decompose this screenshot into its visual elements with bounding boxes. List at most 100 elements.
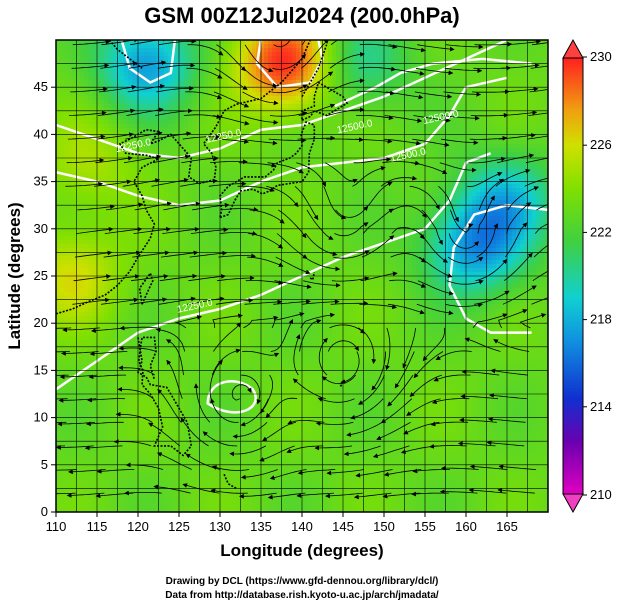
heat-cell (192, 104, 196, 108)
heat-cell (380, 120, 384, 124)
heat-cell (476, 128, 480, 132)
heat-cell (332, 200, 336, 204)
heat-cell (68, 180, 72, 184)
heat-cell (408, 40, 412, 44)
heat-cell (308, 140, 312, 144)
heat-cell (172, 160, 176, 164)
heat-cell (356, 148, 360, 152)
heat-cell (452, 48, 456, 52)
heat-cell (156, 140, 160, 144)
heat-cell (296, 56, 300, 60)
heat-cell (92, 96, 96, 100)
heat-cell (160, 48, 164, 52)
heat-cell (148, 108, 152, 112)
heat-cell (372, 52, 376, 56)
heat-cell (152, 196, 156, 200)
heat-cell (84, 172, 88, 176)
heat-cell (84, 44, 88, 48)
heat-cell (164, 192, 168, 196)
heat-cell (544, 72, 548, 76)
heat-cell (496, 188, 500, 192)
heat-cell (108, 124, 112, 128)
heat-cell (180, 192, 184, 196)
heat-cell (524, 48, 528, 52)
heat-cell (120, 44, 124, 48)
heat-cell (124, 192, 128, 196)
heat-cell (316, 136, 320, 140)
heat-cell (208, 48, 212, 52)
heat-cell (468, 172, 472, 176)
heat-cell (332, 80, 336, 84)
heat-cell (64, 60, 68, 64)
heat-cell (320, 192, 324, 196)
heat-cell (76, 144, 80, 148)
heat-cell (440, 116, 444, 120)
heat-cell (540, 148, 544, 152)
heat-cell (208, 108, 212, 112)
heat-cell (180, 188, 184, 192)
heat-cell (452, 40, 456, 44)
heat-cell (436, 52, 440, 56)
heat-cell (388, 128, 392, 132)
heat-cell (396, 40, 400, 44)
heat-cell (364, 52, 368, 56)
heat-cell (472, 88, 476, 92)
heat-cell (176, 52, 180, 56)
heat-cell (268, 180, 272, 184)
heat-cell (388, 48, 392, 52)
heat-cell (204, 100, 208, 104)
heat-cell (164, 44, 168, 48)
heat-cell (448, 108, 452, 112)
heat-cell (188, 96, 192, 100)
heat-cell (288, 172, 292, 176)
heat-cell (288, 184, 292, 188)
heat-cell (452, 72, 456, 76)
heat-cell (292, 192, 296, 196)
heat-cell (248, 196, 252, 200)
heat-cell (348, 196, 352, 200)
heat-cell (444, 48, 448, 52)
heat-cell (64, 108, 68, 112)
heat-cell (424, 60, 428, 64)
heat-cell (124, 124, 128, 128)
heat-cell (144, 60, 148, 64)
heat-cell (360, 88, 364, 92)
heat-cell (224, 180, 228, 184)
heat-cell (456, 80, 460, 84)
heat-cell (276, 52, 280, 56)
heat-cell (88, 96, 92, 100)
heat-cell (544, 40, 548, 44)
heat-cell (292, 132, 296, 136)
heat-cell (84, 68, 88, 72)
heat-cell (168, 112, 172, 116)
heat-cell (280, 152, 284, 156)
heat-cell (72, 44, 76, 48)
heat-cell (124, 116, 128, 120)
heat-cell (468, 152, 472, 156)
heat-cell (500, 104, 504, 108)
heat-cell (480, 108, 484, 112)
heat-cell (344, 180, 348, 184)
heat-cell (228, 136, 232, 140)
heat-cell (152, 84, 156, 88)
heat-cell (172, 84, 176, 88)
heat-cell (120, 76, 124, 80)
heat-cell (440, 96, 444, 100)
heat-cell (124, 136, 128, 140)
heat-cell (80, 72, 84, 76)
heat-cell (496, 136, 500, 140)
heat-cell (248, 152, 252, 156)
heat-cell (124, 44, 128, 48)
heat-cell (416, 164, 420, 168)
heat-cell (400, 152, 404, 156)
heat-cell (100, 200, 104, 204)
heat-cell (228, 84, 232, 88)
heat-cell (480, 88, 484, 92)
heat-cell (340, 200, 344, 204)
heat-cell (376, 40, 380, 44)
heat-cell (268, 152, 272, 156)
heat-cell (360, 40, 364, 44)
heat-cell (212, 176, 216, 180)
heat-cell (400, 172, 404, 176)
heat-cell (156, 184, 160, 188)
